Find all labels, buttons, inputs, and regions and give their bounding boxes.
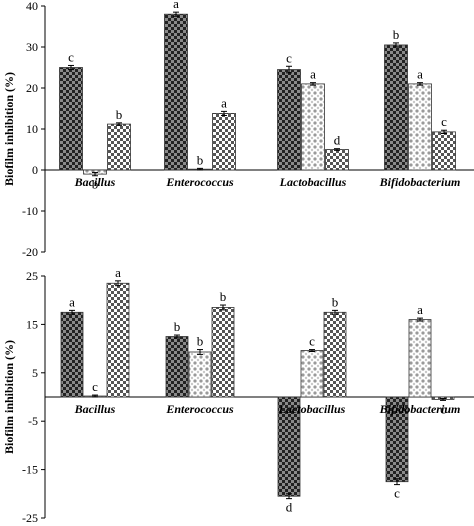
bar-lactobacillus-s3 (325, 149, 349, 171)
significance-letter: c (394, 486, 400, 501)
bar-enterococcus-s1 (165, 336, 189, 398)
significance-letter: b (393, 27, 400, 42)
y-tick-label: 20 (26, 81, 38, 95)
significance-letter: d (334, 133, 341, 148)
bar-bifidobacterium-s3 (432, 131, 456, 171)
significance-letter: c (441, 114, 447, 129)
bar-bacillus-s1 (59, 67, 83, 171)
significance-letter: b (174, 319, 181, 334)
significance-letter: a (115, 265, 121, 280)
bar-bacillus-s1 (60, 311, 84, 398)
category-label: Bacillus (74, 402, 116, 416)
category-label: Enterococcus (165, 175, 234, 189)
bar-bifidobacterium-s2 (408, 319, 432, 398)
significance-letter: b (332, 294, 339, 309)
category-label: Bifidobacterium (379, 402, 461, 416)
significance-letter: c (309, 334, 315, 349)
y-axis-title: Biofilm inhibition (%) (2, 72, 16, 186)
significance-letter: a (69, 294, 75, 309)
significance-letter: b (116, 107, 123, 122)
bar-lactobacillus-s2 (301, 83, 325, 171)
y-tick-label: -20 (22, 245, 38, 259)
significance-letter: a (417, 67, 423, 82)
bar-bacillus-s3 (106, 282, 130, 398)
category-label: Bacillus (74, 175, 116, 189)
y-tick-label: -15 (22, 463, 38, 477)
significance-letter: b (197, 334, 204, 349)
significance-letter: c (286, 50, 292, 65)
y-tick-label: -25 (22, 511, 38, 525)
bar-bifidobacterium-s2 (408, 83, 432, 171)
bar-lactobacillus-s2 (300, 350, 324, 398)
y-tick-label: -5 (28, 414, 38, 428)
chart-panel-2: -25 -15 -5 5 15 25 Biofilm inhibition (%) a c a Ba… (2, 265, 474, 525)
bar-enterococcus-s1 (164, 13, 188, 171)
category-label: Bifidobacterium (379, 175, 461, 189)
bar-bifidobacterium-s1 (384, 44, 408, 171)
bar-lactobacillus-s1 (277, 69, 301, 171)
y-tick-label: 30 (26, 40, 38, 54)
significance-letter: a (417, 302, 423, 317)
bar-lactobacillus-s3 (323, 311, 347, 398)
y-tick-label: 0 (32, 163, 38, 177)
y-tick-label: 10 (26, 122, 38, 136)
category-label: Lactobacillus (279, 175, 347, 189)
bar-bacillus-s3 (107, 123, 131, 171)
bar-enterococcus-s2 (188, 351, 212, 398)
significance-letter: d (286, 500, 293, 515)
significance-letter: a (310, 67, 316, 82)
significance-letter: a (221, 95, 227, 110)
bar-enterococcus-s3 (211, 307, 235, 398)
y-tick-label: 40 (26, 0, 38, 13)
y-axis-title: Biofilm inhibition (%) (2, 340, 16, 454)
y-tick-label: -10 (22, 204, 38, 218)
category-label: Enterococcus (165, 402, 234, 416)
significance-letter: a (173, 0, 179, 11)
bar-enterococcus-s3 (212, 113, 236, 171)
significance-letter: c (92, 379, 98, 394)
significance-letter: b (197, 152, 204, 167)
category-label: Lactobacillus (278, 402, 346, 416)
significance-letter: b (92, 177, 99, 192)
chart-panel-1: -20 -10 0 10 20 30 40 Biofilm inhibition (%) c b b… (2, 0, 474, 259)
y-tick-label: 15 (26, 317, 38, 331)
significance-letter: c (68, 49, 74, 64)
significance-letter: b (220, 289, 227, 304)
significance-letter: c (440, 401, 446, 416)
y-tick-label: 25 (26, 269, 38, 283)
y-tick-label: 5 (32, 366, 38, 380)
